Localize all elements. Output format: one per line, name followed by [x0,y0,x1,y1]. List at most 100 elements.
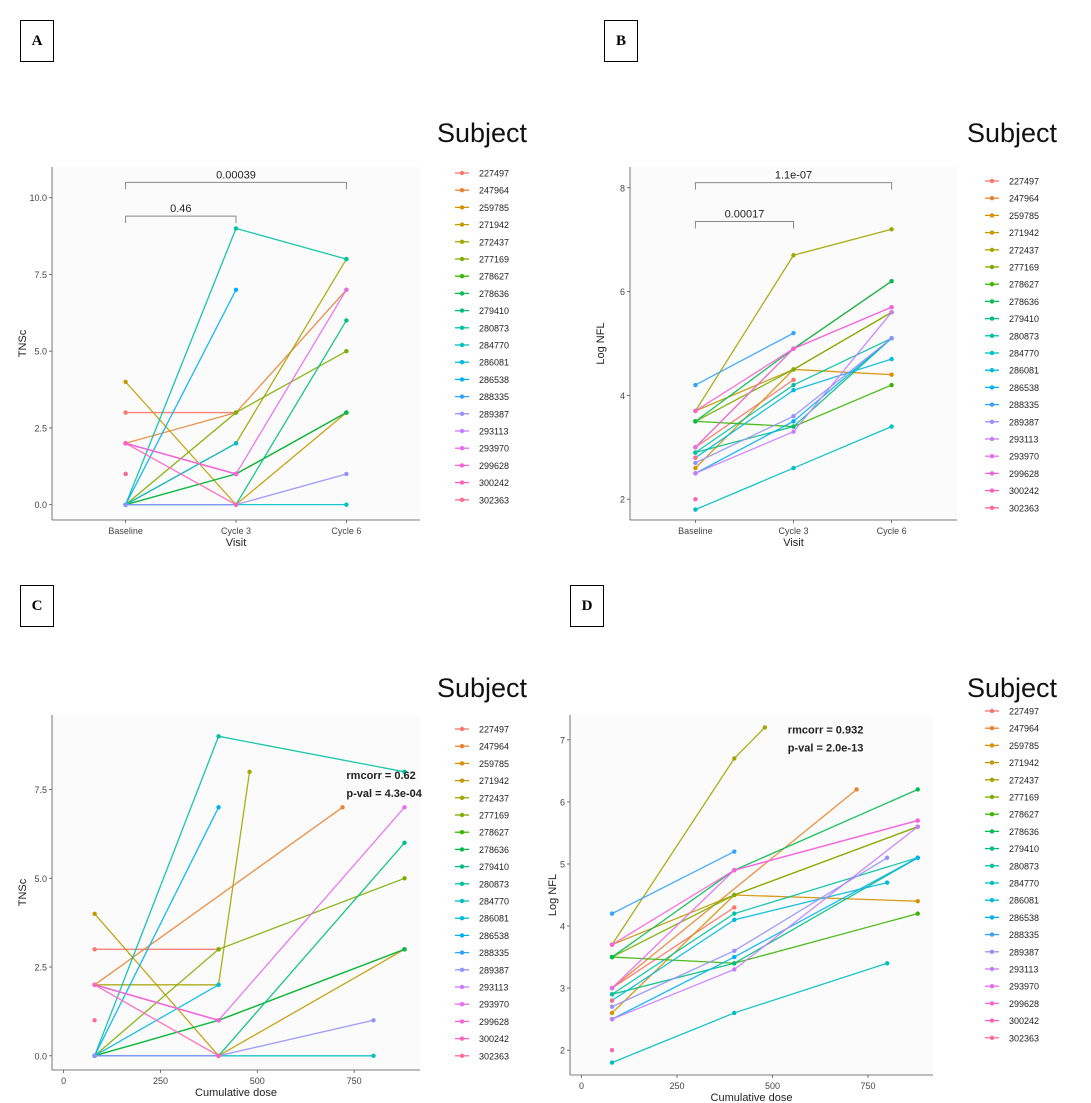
legend-entry: 272437 [1009,775,1039,785]
data-point-299628 [889,304,894,310]
data-point-293113 [791,429,796,434]
data-point-293113 [915,824,920,829]
data-point-293113 [889,310,894,315]
legend-key-point [989,1035,995,1040]
y-tick-label: 10.0 [29,193,47,203]
legend-entry: 286081 [1009,896,1039,906]
data-point-227497 [732,905,737,910]
data-point-288335 [791,330,796,336]
y-axis-label: Log NFL [547,874,559,916]
legend-entry: 299628 [1009,999,1039,1009]
data-point-279410 [344,318,349,323]
series-line-288335 [695,332,794,386]
legend-key-point [989,1018,995,1023]
data-point-302363 [693,455,698,460]
series-line-299628 [94,984,219,1021]
series-line-299628 [125,442,237,475]
data-point-286081 [889,356,894,362]
x-tick-label: Cycle 6 [877,526,907,536]
y-tick-label: 2 [560,1046,565,1056]
legend-entry: 299628 [479,461,509,471]
x-tick-label: 0 [61,1076,66,1086]
legend-entry: 288335 [479,948,509,958]
legend-key-point [989,419,995,424]
legend-key-point [989,708,995,714]
legend-entry: 271942 [1009,228,1039,238]
legend-entry: 259785 [479,203,509,213]
data-point-286081 [732,917,737,923]
data-point-247964 [854,787,859,792]
legend-entry: 293970 [1009,452,1039,462]
legend-entry: 247964 [479,186,509,196]
data-point-293113 [693,471,698,476]
legend-entry: 284770 [479,341,509,351]
data-point-272437 [732,756,737,761]
series-line-227497 [611,906,735,989]
legend-entry: 278636 [1009,827,1039,837]
legend-key-point [989,760,995,765]
data-point-280873 [791,382,796,388]
data-point-277169 [732,892,737,898]
legend-entry: 286081 [479,914,509,924]
legend-entry: 279410 [1009,314,1039,324]
legend-key-point [989,178,995,184]
correlation-annotation: rmcorr = 0.62 [346,770,415,782]
data-point-289387 [791,413,796,419]
p-value-label: 0.00017 [725,209,765,221]
legend-entry: 289387 [479,409,509,419]
data-point-280873 [693,450,698,455]
legend-key-point [989,230,995,235]
legend-entry: 288335 [1009,930,1039,940]
legend-entry: 278627 [1009,810,1039,820]
legend-key-point [989,488,995,493]
p-value-label: 0.46 [170,203,191,215]
y-tick-label: 7.5 [34,270,47,280]
data-point-279410 [732,961,737,966]
data-point-293970 [609,985,615,991]
x-tick-label: Baseline [108,526,143,536]
data-point-299628 [216,1018,221,1023]
x-tick-label: 750 [861,1081,876,1091]
legend-entry: 259785 [1009,211,1039,221]
plot-background [52,715,420,1070]
legend-key-point [989,213,995,218]
legend-entry: 286081 [479,358,509,368]
data-point-300242 [233,502,239,507]
data-point-284770 [884,961,890,966]
legend-key-point [989,436,995,442]
y-tick-label: 5 [560,859,565,869]
data-point-272437 [791,253,796,258]
data-point-286538 [732,954,737,960]
data-point-272437 [247,769,252,774]
legend-key-point [989,264,995,270]
data-point-286081 [216,982,221,987]
legend-entry: 289387 [1009,947,1039,957]
legend-key-point [989,915,995,920]
legend-key-point [459,291,465,296]
data-point-284770 [693,507,698,512]
data-point-289387 [371,1018,376,1023]
legend-entry: 289387 [1009,417,1039,427]
data-point-278636 [344,410,349,415]
legend-entry: 280873 [1009,331,1039,341]
series-line-286538 [94,807,220,1057]
y-axis-label: TNSc [17,878,29,906]
legend-key-point [459,744,465,749]
legend-entry: 300242 [1009,1016,1039,1026]
legend-entry: 277169 [479,255,509,265]
data-point-277169 [233,410,239,415]
legend-key-point [459,933,465,938]
data-point-259785 [609,1010,615,1016]
x-tick-label: 500 [765,1081,780,1091]
legend-entry: 302363 [479,495,509,505]
correlation-annotation: rmcorr = 0.932 [788,725,864,737]
legend-entry: 227497 [479,169,509,179]
legend-entry: 278636 [1009,297,1039,307]
legend-entry: 288335 [1009,400,1039,410]
y-axis-label: TNSc [17,329,29,357]
legend-key-point [459,497,465,502]
legend-entry: 271942 [479,220,509,230]
legend-key-point [459,795,465,800]
correlation-annotation: p-val = 4.3e-04 [346,788,422,800]
legend-entry: 277169 [479,811,509,821]
